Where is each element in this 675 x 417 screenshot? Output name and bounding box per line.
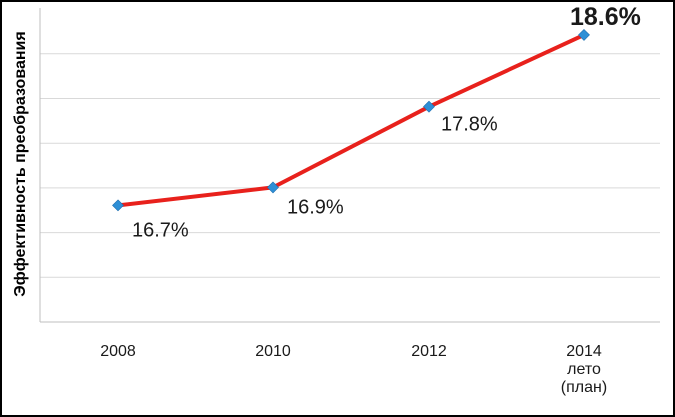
x-tick-label-2-0: 2012 — [411, 343, 447, 360]
x-tick-label-0-0: 2008 — [100, 343, 136, 360]
data-label-1: 16.9% — [287, 196, 344, 218]
markers-layer — [112, 28, 590, 212]
x-tick-label-3-2: (план) — [561, 379, 607, 396]
axes — [39, 8, 660, 323]
data-point-0 — [112, 199, 124, 212]
x-tick-label-3-1: лето — [567, 361, 601, 378]
series-line — [117, 33, 585, 208]
y-axis-label: Эффективность преобразования — [12, 31, 29, 296]
data-point-2 — [423, 100, 435, 113]
series-layer — [117, 33, 585, 208]
data-label-3: 18.6% — [570, 3, 641, 31]
data-label-2: 17.8% — [441, 114, 498, 136]
data-labels-layer: 16.7% 16.9% 17.8% 18.6% — [132, 3, 641, 241]
x-tick-label-3-0: 2014 — [566, 343, 602, 360]
gridlines — [40, 53, 660, 278]
data-label-0: 16.7% — [132, 219, 189, 241]
data-point-3 — [578, 28, 590, 41]
x-tick-label-1-0: 2010 — [255, 343, 291, 360]
data-point-1 — [267, 181, 279, 194]
